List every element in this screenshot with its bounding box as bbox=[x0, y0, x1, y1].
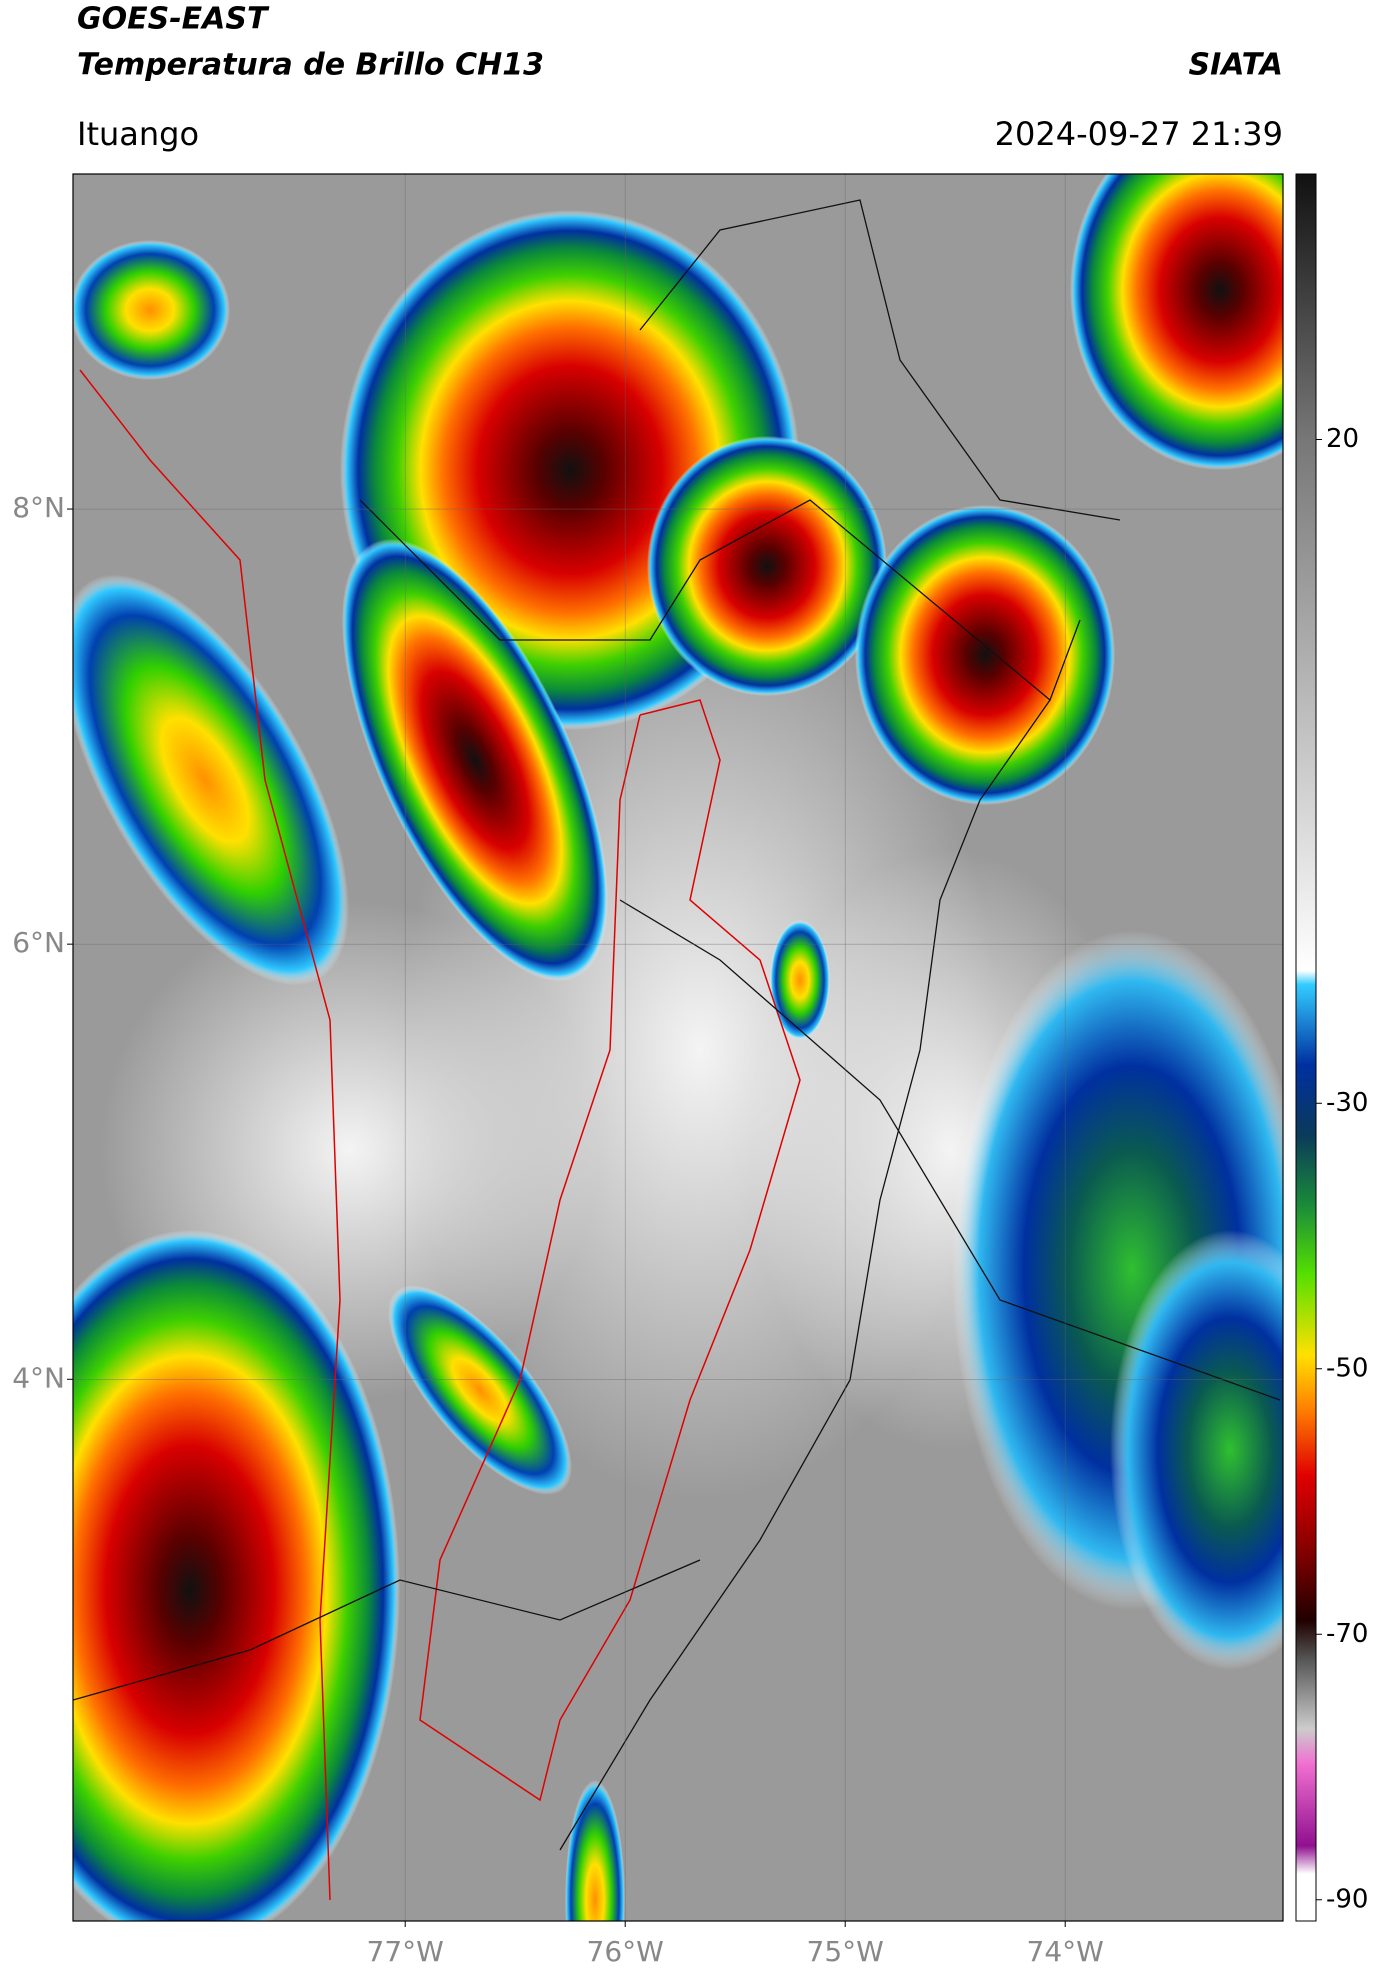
colorbar-label: -30 bbox=[1326, 1088, 1368, 1118]
lat-label: 6°N bbox=[12, 926, 65, 959]
subtitle: Temperatura de Brillo CH13 bbox=[77, 48, 544, 83]
colorbar-label: -90 bbox=[1326, 1884, 1368, 1914]
title: GOES-EAST bbox=[77, 2, 270, 37]
lon-label: 75°W bbox=[807, 1935, 884, 1968]
colorbar-label: 20 bbox=[1326, 424, 1359, 454]
location: Ituango bbox=[77, 115, 199, 153]
lon-label: 76°W bbox=[587, 1935, 664, 1968]
colorbar-label: -50 bbox=[1326, 1353, 1368, 1383]
satellite-image bbox=[73, 174, 1283, 1921]
lat-label: 4°N bbox=[12, 1361, 65, 1394]
brand: SIATA bbox=[1189, 48, 1283, 83]
colorbar bbox=[1295, 173, 1317, 1922]
lon-label: 74°W bbox=[1027, 1935, 1104, 1968]
lon-label: 77°W bbox=[367, 1935, 444, 1968]
colorbar-label: -70 bbox=[1326, 1619, 1368, 1649]
datetime: 2024-09-27 21:39 bbox=[995, 115, 1283, 153]
map-frame bbox=[72, 173, 1284, 1922]
lat-label: 8°N bbox=[12, 491, 65, 524]
